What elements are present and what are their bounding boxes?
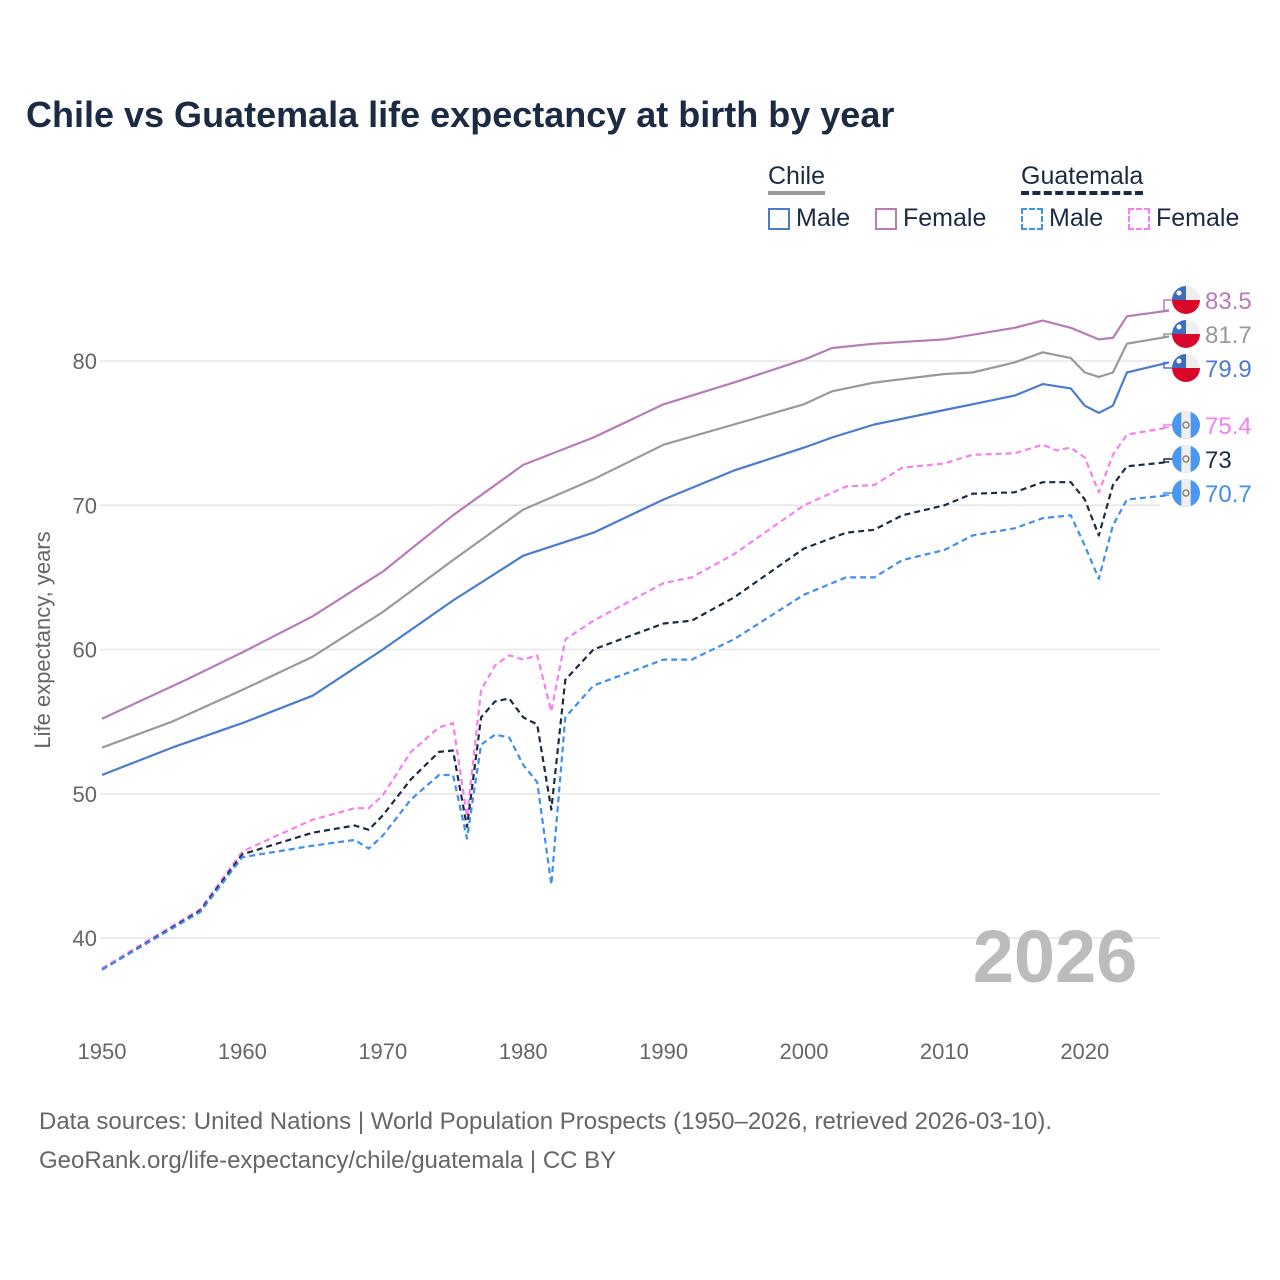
guatemala-flag-icon (1172, 445, 1200, 473)
series-line-chile-total (101, 335, 1170, 749)
legend-chile-female[interactable]: Female (875, 204, 986, 233)
end-value-label: 73 (1205, 447, 1232, 474)
y-tick-label: 70 (73, 493, 97, 518)
chile-flag-icon (1172, 354, 1200, 382)
series-line-guatemala-male (101, 494, 1170, 971)
legend-swatch (1021, 207, 1043, 230)
guatemala-flag-icon (1172, 479, 1200, 507)
legend-group-guatemala: Guatemala (1021, 162, 1144, 195)
x-tick-label: 1980 (499, 1039, 548, 1064)
year-watermark: 2026 (973, 915, 1138, 998)
end-labels: 83.5 81.7 79.9 75.4 73 70.7 (1163, 286, 1252, 508)
legend-label: Male (796, 204, 851, 232)
chart-title: Chile vs Guatemala life expectancy at bi… (26, 94, 895, 135)
x-tick-label: 2020 (1060, 1039, 1109, 1064)
end-connector (1163, 361, 1172, 369)
legend-guatemala-female[interactable]: Female (1128, 204, 1239, 233)
end-value-label: 70.7 (1205, 481, 1252, 508)
legend-label: Male (1049, 204, 1104, 232)
legend-guatemala-line (1021, 191, 1144, 195)
end-connector (1163, 424, 1172, 429)
x-tick-label: 1970 (358, 1039, 407, 1064)
footer-link[interactable]: GeoRank.org/life-expectancy/chile/guatem… (39, 1147, 617, 1174)
y-tick-label: 50 (73, 782, 97, 807)
series-line-chile-female (101, 309, 1170, 720)
legend-swatch (1128, 207, 1150, 230)
chile-flag-icon (1172, 320, 1200, 348)
legend-guatemala-male[interactable]: Male (1021, 204, 1103, 233)
end-connector (1163, 458, 1172, 463)
series-line-chile-male (101, 361, 1170, 777)
legend-guatemala-label: Guatemala (1021, 162, 1144, 190)
legend-label: Female (903, 204, 987, 232)
end-connector (1163, 492, 1172, 496)
series-lines (101, 309, 1170, 971)
y-tick-label: 80 (73, 349, 97, 374)
end-value-label: 81.7 (1205, 322, 1252, 349)
footer-sources: Data sources: United Nations | World Pop… (39, 1108, 1053, 1135)
y-tick-label: 40 (73, 926, 97, 951)
end-connector (1163, 299, 1172, 312)
end-value-label: 75.4 (1205, 413, 1252, 440)
legend-chile-label: Chile (768, 162, 825, 190)
end-value-label: 79.9 (1205, 356, 1252, 383)
x-tick-label: 2000 (780, 1039, 829, 1064)
y-axis-label: Life expectancy, years (30, 531, 55, 748)
guatemala-flag-icon (1172, 411, 1200, 439)
y-tick-label: 60 (73, 638, 97, 663)
legend-swatch (875, 207, 897, 230)
legend-label: Female (1156, 204, 1240, 232)
gridlines (100, 360, 1160, 939)
chile-flag-icon (1172, 286, 1200, 314)
series-line-guatemala-female (101, 426, 1170, 970)
legend-chile-male[interactable]: Male (768, 204, 850, 233)
end-value-label: 83.5 (1205, 288, 1252, 315)
series-line-guatemala-total (101, 460, 1170, 971)
x-tick-label: 2010 (920, 1039, 969, 1064)
x-tick-label: 1950 (78, 1039, 127, 1064)
legend-group-chile: Chile (768, 162, 825, 195)
x-tick-label: 1990 (639, 1039, 688, 1064)
axis-ticks: 40 50 60 70 80 1950 1960 1970 1980 1990 2000 2010 20… (73, 349, 1110, 1064)
legend-swatch (768, 207, 790, 230)
legend-chile-line (768, 191, 825, 195)
end-connector (1163, 333, 1172, 338)
x-tick-label: 1960 (218, 1039, 267, 1064)
